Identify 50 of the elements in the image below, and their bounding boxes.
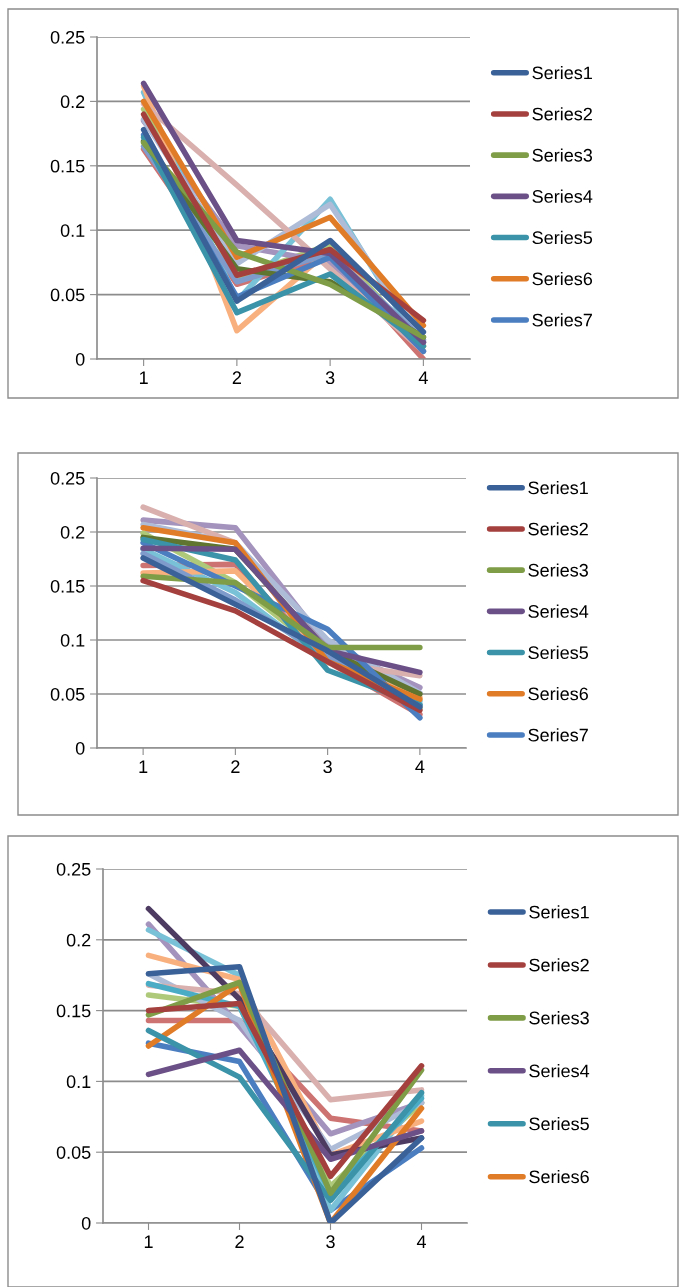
y-tick-label: 0.1: [60, 633, 85, 647]
x-tick-label: 2: [231, 760, 240, 773]
legend-label: Series6: [529, 1169, 589, 1184]
y-tick-label: 0.25: [56, 862, 91, 876]
legend-label: Series5: [532, 230, 593, 245]
y-tick-label: 0.25: [50, 30, 85, 44]
legend-label: Series3: [528, 563, 588, 577]
legend-label: Series1: [528, 480, 588, 495]
y-tick-label: 0: [75, 352, 85, 366]
legend-label: Series5: [529, 1117, 589, 1131]
y-tick-label: 0.05: [50, 687, 85, 701]
legend-label: Series4: [528, 604, 589, 618]
x-tick-label: 4: [416, 1235, 426, 1248]
y-tick-label: 0: [81, 1216, 91, 1230]
x-tick-label: 3: [325, 371, 335, 385]
legend-label: Series3: [529, 1011, 589, 1025]
legend-label: Series1: [532, 65, 592, 80]
legend-label: Series6: [532, 272, 593, 286]
x-tick-label: 2: [232, 371, 241, 384]
legend-label: Series6: [528, 687, 588, 701]
y-tick-label: 0.1: [66, 1075, 91, 1089]
y-tick-label: 0.15: [56, 1004, 91, 1018]
y-tick-label: 0.05: [56, 1146, 91, 1159]
y-tick-label: 0.2: [66, 933, 91, 947]
x-tick-label: 3: [323, 760, 332, 774]
legend-label: Series4: [529, 1064, 590, 1078]
y-tick-label: 0.2: [60, 525, 85, 539]
x-tick-label: 1: [139, 371, 148, 384]
y-tick-label: 0.15: [50, 579, 85, 593]
x-tick-label: 1: [139, 760, 148, 773]
y-tick-label: 0.1: [60, 224, 85, 237]
x-tick-label: 4: [418, 371, 428, 384]
legend-label: Series1: [529, 905, 589, 919]
legend-label: Series7: [532, 313, 592, 327]
y-tick-label: 0: [75, 741, 85, 755]
y-tick-label: 0.05: [50, 288, 85, 302]
x-tick-label: 1: [144, 1235, 153, 1248]
y-tick-label: 0.15: [50, 159, 85, 173]
x-tick-label: 2: [235, 1235, 244, 1248]
x-tick-label: 4: [415, 760, 425, 773]
legend-label: Series4: [532, 189, 593, 203]
y-tick-label: 0.2: [60, 95, 85, 109]
legend-label: Series2: [529, 958, 589, 972]
y-tick-label: 0.25: [50, 471, 85, 485]
x-tick-label: 3: [326, 1235, 335, 1249]
legend-label: Series7: [528, 728, 588, 742]
legend-label: Series2: [528, 522, 588, 536]
legend-label: Series5: [528, 645, 589, 660]
legend-label: Series3: [532, 148, 593, 162]
legend-label: Series2: [532, 107, 592, 121]
